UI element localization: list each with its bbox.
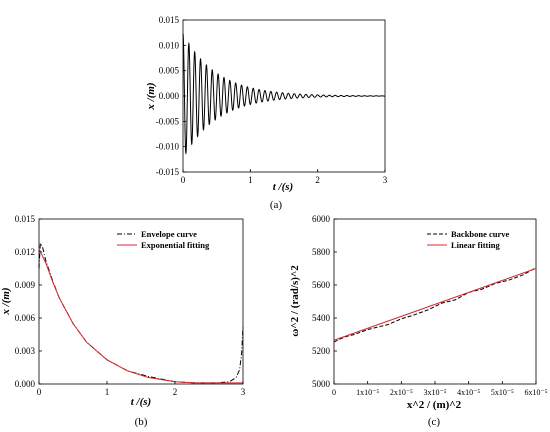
panel-a-response-line [182, 33, 385, 155]
y-tick-label: -0.015 [156, 167, 180, 177]
panel-a-xlabel: t /(s) [273, 181, 293, 193]
panel-b: 0.000 0.003 0.006 0.009 0.012 0.015 0 1 2 3 x /(… [0, 214, 246, 428]
x-tick-label: 3x10⁻⁵ [423, 388, 446, 397]
panel-b-envelope-line [38, 241, 244, 384]
panel-c-ylabel: ω^2 / (rad/s)^2 [289, 265, 301, 337]
y-tick-label: 0.005 [159, 66, 180, 76]
legend-label-backbone: Backbone curve [451, 229, 510, 239]
y-tick-label: 5000 [312, 379, 331, 389]
legend-label-linear: Linear fitting [451, 240, 500, 250]
panel-c-xlabel: x^2 / (m)^2 [407, 399, 462, 411]
y-tick-label: 5200 [312, 346, 331, 356]
panel-b-ylabel: x /(m) [0, 287, 12, 315]
panel-a-ylabel: x /(m) [145, 82, 157, 110]
x-tick-label: 5x10⁻⁵ [491, 388, 514, 397]
panel-a: -0.015 -0.010 -0.005 0.000 0.005 0.010 0.015 0… [145, 15, 388, 211]
panel-b-legend: Envelope curve Exponential fitting [117, 229, 210, 250]
y-tick-label: 0.015 [15, 214, 36, 224]
panel-b-y-ticks: 0.000 0.003 0.006 0.009 0.012 0.015 [15, 214, 42, 389]
x-tick-label: 2 [315, 175, 320, 185]
panel-b-exponential-line [38, 248, 243, 384]
x-tick-label: 6x10⁻⁵ [524, 388, 547, 397]
y-tick-label: 0.000 [159, 91, 180, 101]
panel-b-x-ticks: 0 1 2 3 [37, 381, 246, 397]
panel-b-axes-frame [38, 218, 244, 385]
panel-a-caption: (a) [270, 199, 283, 211]
x-tick-label: 0 [37, 387, 42, 397]
y-tick-label: 0.015 [159, 15, 180, 25]
x-tick-label: 2x10⁻⁵ [390, 388, 413, 397]
panel-c-backbone-line [333, 267, 537, 343]
y-tick-label: 0.006 [15, 313, 36, 323]
y-tick-label: 5800 [312, 247, 331, 257]
panel-c: 5000 5200 5400 5600 5800 6000 0 1x10⁻⁵ 2x10⁻⁵ 3x… [289, 214, 548, 428]
x-tick-label: 3 [383, 175, 388, 185]
x-tick-label: 3 [241, 387, 246, 397]
panel-b-caption: (b) [135, 416, 148, 428]
panel-a-x-ticks: 0 1 2 3 [181, 169, 388, 185]
x-tick-label: 0 [332, 388, 336, 397]
x-tick-label: 1x10⁻⁵ [356, 388, 379, 397]
y-tick-label: 5600 [312, 280, 331, 290]
y-tick-label: -0.005 [156, 116, 180, 126]
y-tick-label: 0.000 [15, 379, 36, 389]
panel-c-x-ticks: 0 1x10⁻⁵ 2x10⁻⁵ 3x10⁻⁵ 4x10⁻⁵ 5x10⁻⁵ 6x10⁻⁵ [332, 381, 548, 397]
x-tick-label: 2 [173, 387, 178, 397]
y-tick-label: 0.012 [15, 247, 35, 257]
panel-a-y-ticks: -0.015 -0.010 -0.005 0.000 0.005 0.010 0.015 [156, 15, 186, 177]
y-tick-label: 0.010 [159, 40, 180, 50]
panel-c-legend: Backbone curve Linear fitting [427, 229, 510, 250]
y-tick-label: 5400 [312, 313, 331, 323]
x-tick-label: 1 [105, 387, 110, 397]
y-tick-label: 0.003 [15, 346, 36, 356]
panel-c-axes-frame [333, 218, 537, 385]
y-tick-label: -0.010 [156, 142, 180, 152]
x-tick-label: 0 [181, 175, 186, 185]
panel-c-linear-line [333, 268, 537, 341]
legend-label-exponential: Exponential fitting [141, 240, 210, 250]
legend-label-envelope: Envelope curve [141, 229, 197, 239]
y-tick-label: 6000 [312, 214, 331, 224]
panel-c-caption: (c) [428, 416, 441, 428]
panel-c-y-ticks: 5000 5200 5400 5600 5800 6000 [312, 214, 337, 389]
y-tick-label: 0.009 [15, 280, 36, 290]
x-tick-label: 1 [248, 175, 253, 185]
x-tick-label: 4x10⁻⁵ [457, 388, 480, 397]
panel-b-xlabel: t /(s) [131, 396, 151, 408]
